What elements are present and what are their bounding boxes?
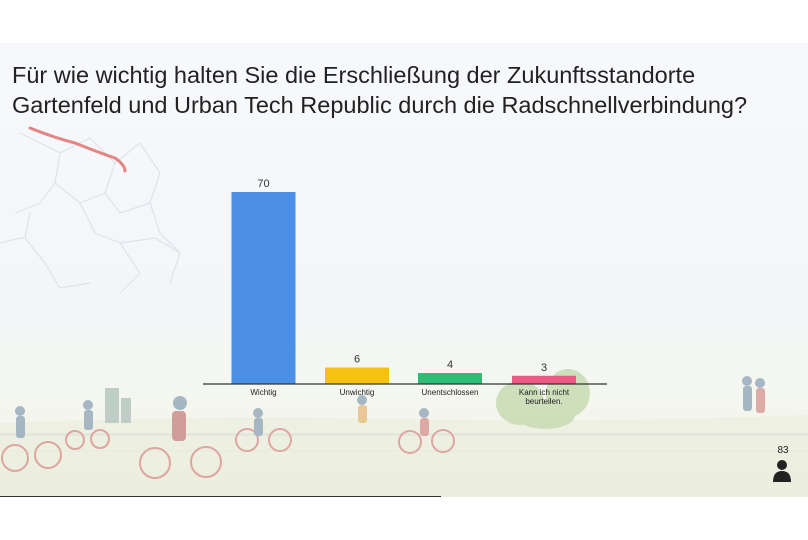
- bar-2: [325, 367, 389, 384]
- person-icon: [773, 460, 791, 482]
- bar-3: [418, 373, 482, 384]
- bar-value-label: 4: [447, 359, 453, 371]
- category-label: Unwichtig: [340, 388, 375, 397]
- bar-value-label: 6: [354, 354, 360, 366]
- bar-value-label: 70: [257, 178, 269, 190]
- bar-1: [231, 192, 296, 384]
- city-map-background: [0, 126, 181, 294]
- bar-4: [512, 375, 576, 384]
- question-title: Für wie wichtig halten Sie die Erschließ…: [12, 62, 748, 118]
- slide-area: Für wie wichtig halten Sie die Erschließ…: [0, 43, 808, 497]
- cyclists-scene: [0, 369, 808, 497]
- footer-divider: [0, 496, 441, 497]
- respondents-count: 83: [777, 445, 789, 456]
- category-label: Kann ich nicht beurteilen.: [519, 388, 570, 406]
- category-label: Wichtig: [250, 388, 276, 397]
- bar-value-label: 3: [541, 362, 547, 374]
- category-label: Unentschlossen: [422, 388, 479, 397]
